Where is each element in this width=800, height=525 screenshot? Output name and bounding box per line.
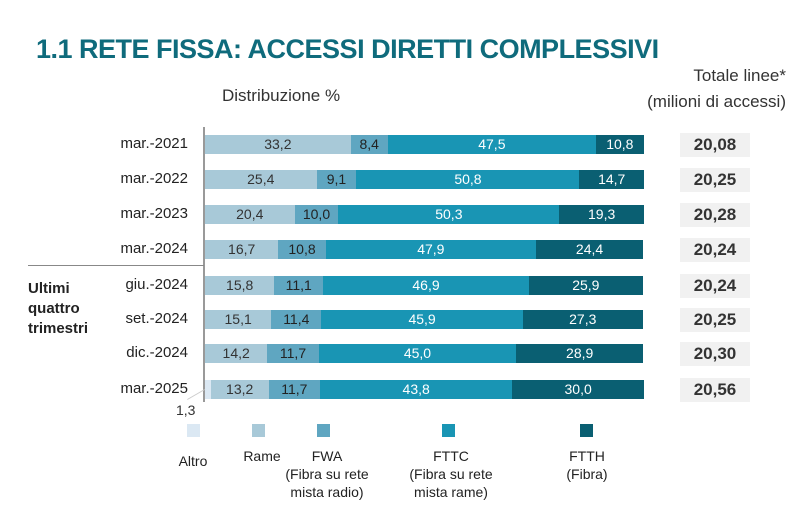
totals-header: Totale linee* xyxy=(693,66,786,85)
legend-label: (Fibra su rete xyxy=(285,466,369,482)
bar-segment-fttc: 46,9 xyxy=(323,276,529,295)
legend-label: (Fibra) xyxy=(566,466,608,482)
bar-segment-ftth: 28,9 xyxy=(516,344,644,363)
axis-line xyxy=(203,127,205,402)
legend-label: Altro xyxy=(178,453,208,469)
bar-segment-ftth: 30,0 xyxy=(512,380,644,399)
category-label: dic.-2024 xyxy=(126,344,188,361)
total-value: 20,25 xyxy=(680,168,750,192)
legend-item: Altro xyxy=(133,452,253,470)
bar-segment-fwa: 11,7 xyxy=(268,380,320,399)
legend-label: (Fibra su rete xyxy=(409,466,493,482)
category-label: mar.-2025 xyxy=(120,380,188,397)
bar-segment-fttc: 47,9 xyxy=(325,240,536,259)
category-label: mar.-2023 xyxy=(120,205,188,222)
chart-subtitle: Distribuzione % xyxy=(222,86,341,105)
category-label: giu.-2024 xyxy=(125,276,188,293)
category-label: mar.-2024 xyxy=(120,240,188,257)
legend-item: FTTH (Fibra) xyxy=(527,447,647,483)
group-label: Ultimi quattro trimestri xyxy=(28,279,88,339)
legend-label: Rame xyxy=(243,448,281,464)
bar-segment-rame: 25,4 xyxy=(205,170,317,189)
bar-segment-fwa: 9,1 xyxy=(316,170,357,189)
total-value: 20,08 xyxy=(680,133,750,157)
totals-header-unit: (milioni di accessi) xyxy=(647,92,786,111)
legend-label: FTTH xyxy=(569,448,605,464)
bar-segment-fwa: 8,4 xyxy=(350,135,388,154)
category-label: mar.-2021 xyxy=(120,135,188,152)
legend-label: FTTC xyxy=(433,448,469,464)
category-label: set.-2024 xyxy=(125,310,188,327)
legend-item: FWA (Fibra su rete mista radio) xyxy=(267,447,387,501)
bar-segment-rame: 15,8 xyxy=(205,276,275,295)
bar-segment-ftth: 19,3 xyxy=(559,205,644,224)
bar-segment-fttc: 47,5 xyxy=(387,135,597,154)
legend-swatch-fwa xyxy=(317,424,330,437)
total-value: 20,30 xyxy=(680,342,750,366)
bar-segment-rame: 14,2 xyxy=(205,344,268,363)
category-label: mar.-2022 xyxy=(120,170,188,187)
legend-swatch-altro xyxy=(187,424,200,437)
bar-segment-fwa: 10,0 xyxy=(294,205,339,224)
legend-swatch-rame xyxy=(252,424,265,437)
legend-label: mista radio) xyxy=(290,484,364,500)
bar-segment-ftth: 14,7 xyxy=(579,170,644,189)
group-separator xyxy=(28,265,204,266)
total-value: 20,24 xyxy=(680,238,750,262)
bar-segment-fttc: 50,8 xyxy=(356,170,580,189)
total-value: 20,28 xyxy=(680,203,750,227)
bar-segment-fwa: 10,8 xyxy=(278,240,326,259)
total-value: 20,25 xyxy=(680,308,750,332)
bar-segment-rame: 15,1 xyxy=(205,310,272,329)
bar-segment-rame: 20,4 xyxy=(205,205,295,224)
bar-segment-rame: 13,2 xyxy=(210,380,269,399)
bar-segment-ftth: 27,3 xyxy=(522,310,643,329)
group-label-line: trimestri xyxy=(28,320,89,337)
bar-segment-ftth: 24,4 xyxy=(536,240,644,259)
legend-label: mista rame) xyxy=(414,484,488,500)
data-label-altro: 1,3 xyxy=(176,402,196,418)
bar-segment-fttc: 43,8 xyxy=(320,380,513,399)
bar-segment-rame: 33,2 xyxy=(205,135,351,154)
legend-label: FWA xyxy=(311,448,343,464)
bar-segment-rame: 16,7 xyxy=(205,240,279,259)
bar-segment-ftth: 10,8 xyxy=(596,135,644,154)
group-label-line: quattro xyxy=(28,300,80,317)
bar-segment-fttc: 45,9 xyxy=(321,310,523,329)
legend-swatch-ftth xyxy=(580,424,593,437)
bar-segment-fttc: 45,0 xyxy=(318,344,517,363)
legend-swatch-fttc xyxy=(442,424,455,437)
total-value: 20,56 xyxy=(680,378,750,402)
bar-segment-ftth: 25,9 xyxy=(528,276,643,295)
bar-segment-fwa: 11,7 xyxy=(267,344,319,363)
legend-item: Rame xyxy=(202,447,322,465)
total-value: 20,24 xyxy=(680,274,750,298)
bar-segment-fwa: 11,1 xyxy=(274,276,324,295)
bar-segment-altro xyxy=(205,380,211,399)
bar-segment-fttc: 50,3 xyxy=(338,205,560,224)
group-label-line: Ultimi xyxy=(28,280,70,297)
page-title: 1.1 RETE FISSA: ACCESSI DIRETTI COMPLESS… xyxy=(36,34,659,64)
bar-segment-fwa: 11,4 xyxy=(271,310,322,329)
legend-item: FTTC (Fibra su rete mista rame) xyxy=(391,447,511,501)
